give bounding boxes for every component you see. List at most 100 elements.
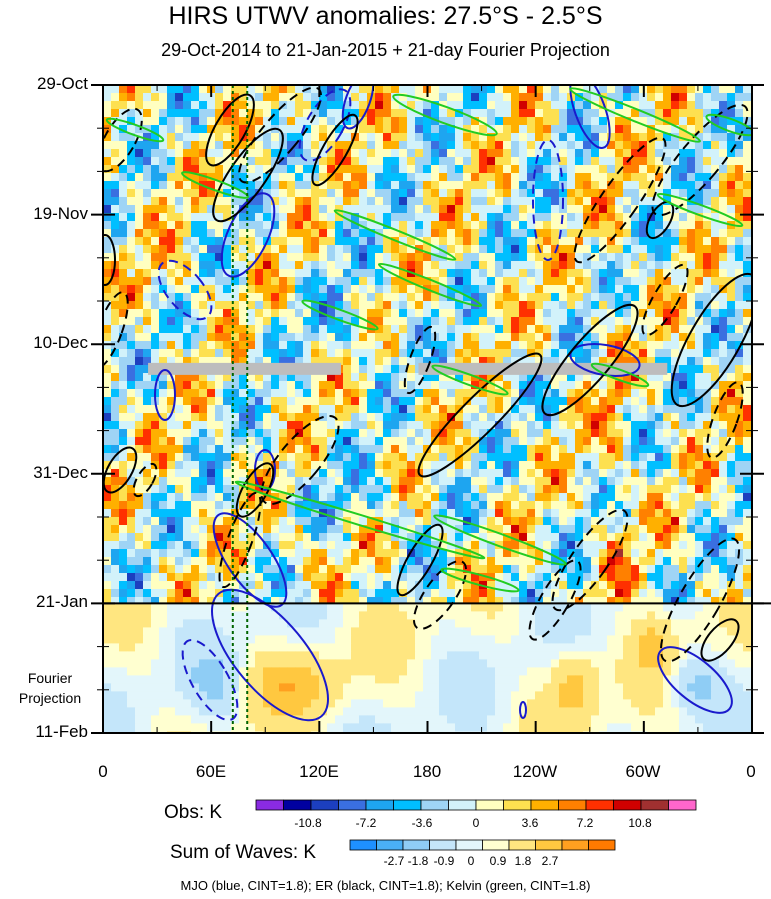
heatmap-cell [535,141,544,150]
heatmap-cell [639,101,648,110]
heatmap-cell [471,317,480,326]
heatmap-cell [543,485,552,494]
heatmap-cell [727,453,736,462]
heatmap-cell [479,149,488,158]
heatmap-cell [263,285,272,294]
heatmap-cell [615,445,624,454]
heatmap-cell [719,317,728,326]
heatmap-cell [455,429,464,438]
heatmap-cell [303,557,312,566]
heatmap-cell [607,189,616,198]
heatmap-cell [735,165,744,174]
heatmap-cell [495,149,504,158]
heatmap-cell [607,333,616,342]
heatmap-cell [639,205,648,214]
heatmap-cell [599,301,608,310]
heatmap-cell [367,309,376,318]
heatmap-cell [727,389,736,398]
heatmap-cell [183,437,192,446]
heatmap-cell [383,229,392,238]
heatmap-cell [679,293,688,302]
heatmap-cell [319,421,328,430]
heatmap-cell [655,373,664,382]
heatmap-cell [287,277,296,286]
heatmap-cell [567,461,576,470]
heatmap-cell [615,165,624,174]
heatmap-cell [559,325,568,334]
heatmap-cell [583,301,592,310]
heatmap-cell [239,485,248,494]
heatmap-cell [255,557,264,566]
heatmap-cell [391,557,400,566]
heatmap-cell [647,205,656,214]
heatmap-cell [287,301,296,310]
heatmap-cell [543,189,552,198]
heatmap-cell [671,293,680,302]
heatmap-cell [159,101,168,110]
heatmap-cell [311,205,320,214]
heatmap-cell [295,341,304,350]
heatmap-cell [103,125,112,134]
heatmap-cell [279,317,288,326]
heatmap-cell [287,541,296,550]
heatmap-cell [495,165,504,174]
heatmap-cell [415,229,424,238]
heatmap-cell [215,565,224,574]
heatmap-cell [175,541,184,550]
heatmap-cell [559,277,568,286]
heatmap-cell [663,325,672,334]
heatmap-cell [607,205,616,214]
heatmap-cell [183,165,192,174]
heatmap-cell [711,405,720,414]
heatmap-cell [143,133,152,142]
heatmap-cell [567,541,576,550]
heatmap-cell [511,229,520,238]
heatmap-cell [487,525,496,534]
heatmap-cell [255,261,264,270]
heatmap-cell [567,397,576,406]
heatmap-cell [599,229,608,238]
heatmap-cell [319,149,328,158]
heatmap-cell [423,549,432,558]
heatmap-cell [335,517,344,526]
heatmap-cell [703,165,712,174]
heatmap-cell [111,245,120,254]
heatmap-cell [567,565,576,574]
heatmap-cell [575,373,584,382]
heatmap-cell [103,517,112,526]
heatmap-cell [519,253,528,262]
heatmap-cell [487,357,496,366]
heatmap-cell [615,413,624,422]
heatmap-cell [583,277,592,286]
heatmap-cell [743,445,752,454]
heatmap-cell [551,429,560,438]
heatmap-cell [567,333,576,342]
heatmap-cell [407,509,416,518]
heatmap-cell [551,325,560,334]
heatmap-cell [695,253,704,262]
heatmap-cell [143,405,152,414]
heatmap-cell [743,101,752,110]
heatmap-cell [543,525,552,534]
heatmap-cell [463,469,472,478]
heatmap-cell [535,285,544,294]
heatmap-cell [447,381,456,390]
heatmap-cell [367,341,376,350]
heatmap-cell [407,565,416,574]
heatmap-cell [287,317,296,326]
heatmap-cell [687,541,696,550]
heatmap-cell [183,477,192,486]
heatmap-cell [295,237,304,246]
heatmap-cell [479,333,488,342]
heatmap-cell [631,557,640,566]
heatmap-cell [359,325,368,334]
heatmap-cell [231,125,240,134]
heatmap-cell [399,557,408,566]
heatmap-cell [671,253,680,262]
heatmap-cell [583,117,592,126]
heatmap-cell [575,309,584,318]
heatmap-cell [551,389,560,398]
heatmap-cell [359,549,368,558]
heatmap-cell [639,149,648,158]
heatmap-cell [735,141,744,150]
